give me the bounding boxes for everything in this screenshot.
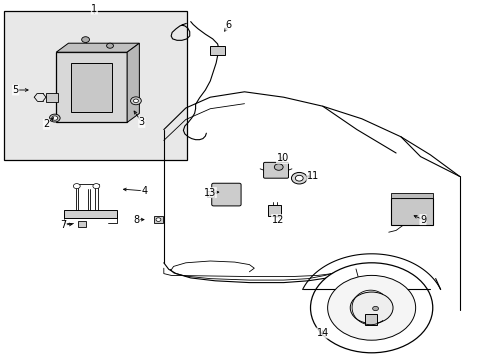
- Circle shape: [327, 275, 415, 340]
- Text: 13: 13: [203, 188, 216, 198]
- Bar: [390, 193, 432, 198]
- Text: 2: 2: [43, 119, 49, 129]
- Circle shape: [133, 99, 138, 103]
- Circle shape: [93, 184, 100, 189]
- Bar: [63, 210, 117, 218]
- Text: 3: 3: [139, 117, 144, 127]
- Circle shape: [156, 218, 161, 221]
- Text: 10: 10: [276, 153, 288, 163]
- Circle shape: [81, 37, 89, 42]
- Bar: [71, 63, 112, 112]
- Text: 11: 11: [306, 171, 319, 181]
- Polygon shape: [127, 43, 139, 122]
- Text: 1: 1: [91, 4, 97, 14]
- Bar: [207, 191, 213, 197]
- Circle shape: [291, 172, 306, 184]
- Circle shape: [52, 116, 58, 120]
- Circle shape: [106, 43, 113, 48]
- Text: 4: 4: [141, 186, 147, 196]
- Bar: [154, 216, 163, 223]
- FancyBboxPatch shape: [211, 183, 241, 206]
- Circle shape: [274, 164, 283, 170]
- Bar: [390, 198, 432, 225]
- Circle shape: [310, 263, 432, 353]
- Circle shape: [372, 306, 378, 311]
- Bar: [78, 221, 86, 227]
- Circle shape: [130, 97, 141, 105]
- FancyBboxPatch shape: [263, 162, 288, 178]
- Text: 8: 8: [134, 215, 140, 225]
- Bar: [210, 46, 224, 55]
- Circle shape: [73, 184, 80, 189]
- Text: 7: 7: [61, 220, 66, 230]
- Text: 14: 14: [316, 328, 328, 338]
- Text: 5: 5: [13, 85, 19, 95]
- Circle shape: [295, 175, 303, 181]
- Text: 9: 9: [419, 215, 425, 225]
- Circle shape: [49, 114, 60, 122]
- Text: 6: 6: [225, 20, 231, 30]
- Bar: [46, 93, 58, 102]
- Text: 12: 12: [271, 215, 284, 225]
- Bar: [56, 52, 127, 122]
- Polygon shape: [56, 43, 139, 52]
- Circle shape: [349, 292, 392, 324]
- Bar: [268, 205, 281, 216]
- Bar: [364, 314, 376, 325]
- Bar: [4, 11, 187, 160]
